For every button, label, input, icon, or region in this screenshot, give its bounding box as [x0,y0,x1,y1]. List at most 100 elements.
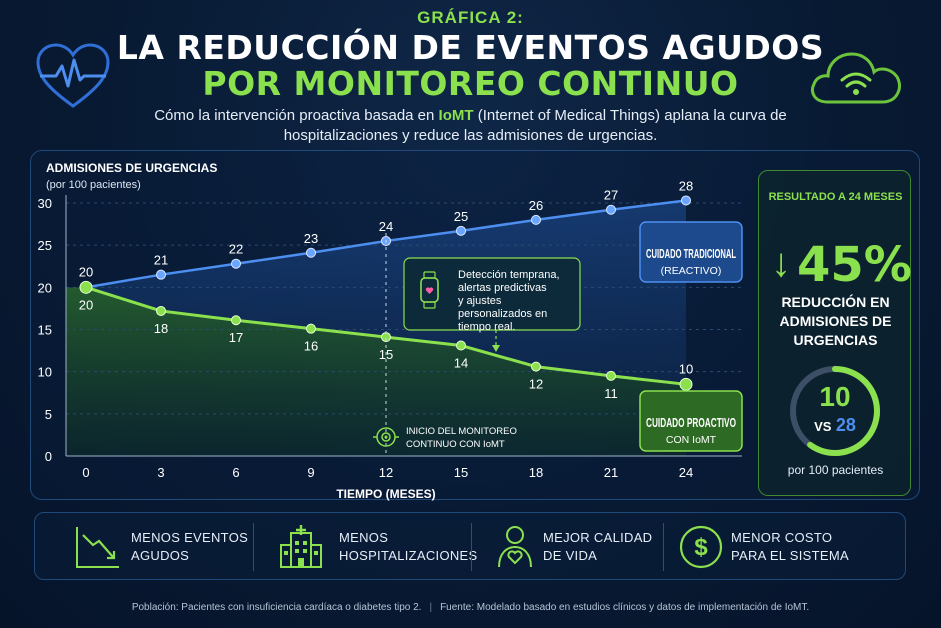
x-axis-title: TIEMPO (MESES) [336,487,435,501]
data-label-traditional: 20 [79,264,93,279]
legend-traditional-sub: (REACTIVO) [661,265,722,277]
chart-subtitle: Cómo la intervención proactiva basada en… [140,106,801,146]
callout-text-line: alertas predictivas [458,282,547,294]
result-footnote: por 100 pacientes [787,463,884,477]
ring-vs-label: VS [814,419,832,434]
point-proactive [679,377,693,391]
point-traditional [306,247,316,258]
data-label-proactive: 17 [229,330,243,345]
dollar-icon: $ [679,525,723,569]
data-label-traditional: 25 [454,209,468,224]
point-traditional [231,258,241,269]
data-label-proactive: 18 [154,321,168,336]
benefit-divider [253,523,254,571]
data-label-traditional: 21 [154,253,168,268]
line-chart: ADMISIONES DE URGENCIAS (por 100 pacient… [38,178,743,501]
benefit-lower-cost: $ MENOR COSTO PARA EL SISTEMA [677,513,877,581]
benefit-3-line1: MEJOR CALIDAD [543,530,653,545]
x-tick-label: 3 [157,465,164,480]
data-label-traditional: 23 [304,231,318,246]
benefit-1-line2: AGUDOS [131,548,190,563]
footer-source: Fuente: Modelado basado en estudios clín… [440,602,810,613]
target-icon-inner [381,432,391,442]
x-tick-label: 0 [82,465,89,480]
chart-kicker: GRÁFICA 2: [417,8,524,27]
data-label-proactive: 14 [454,356,468,371]
point-traditional [681,195,691,206]
monitoring-start-label-line2: CONTINUO CON IoMT [406,439,505,450]
point-traditional [531,214,541,225]
monitoring-start-label-line1: INICIO DEL MONITOREO [406,426,517,437]
data-label-traditional: 24 [379,219,393,234]
x-tick-label: 9 [307,465,314,480]
x-tick-label: 6 [232,465,239,480]
benefit-4-line1: MENOR COSTO [731,530,833,545]
person-heart-icon [498,526,532,568]
data-label-traditional: 28 [679,178,693,193]
footer-separator: | [429,602,433,613]
benefits-panel: MENOS EVENTOS AGUDOS MENOS HOSPITALIZACION… [34,512,906,580]
data-label-proactive: 20 [79,297,93,312]
ring-compare: VS 28 [787,415,883,436]
result-desc-line2: ADMISIONES DE [779,313,892,329]
y-tick-label: 25 [38,238,52,253]
legend-proactive: CUIDADO PROACTIVO CON IoMT [639,390,743,452]
area-gap-traditional [66,200,686,385]
y-tick-label: 15 [38,323,52,338]
x-tick-label: 15 [454,465,468,480]
benefit-divider [663,523,664,571]
subtitle-post: (Internet of Medical Things) aplana la c… [283,107,787,144]
benefit-4-line2: PARA EL SISTEMA [731,548,849,563]
target-icon-dot [384,435,388,439]
result-desc-line3: URGENCIAS [793,332,878,348]
result-desc-line1: REDUCCIÓN EN [781,294,890,310]
callout-text-line: y ajustes [458,295,502,307]
callout-text-line: personalizados en [458,308,547,320]
benefit-better-quality: MEJOR CALIDAD DE VIDA [491,513,671,581]
legend-proactive-name: CUIDADO PROACTIVO [646,416,736,430]
heart-pulse-icon [36,43,110,108]
result-panel: RESULTADO A 24 MESES ↓ 45% REDUCCIÓN EN … [758,170,912,496]
benefit-1-line1: MENOS EVENTOS [131,530,249,545]
y-tick-label: 30 [38,196,52,211]
result-description: REDUCCIÓN EN ADMISIONES DE URGENCIAS [759,293,912,350]
data-label-proactive: 16 [304,339,318,354]
benefit-2-line2: HOSPITALIZACIONES [339,548,478,563]
hospital-icon [280,525,322,568]
result-ring [790,366,880,456]
data-label-proactive: 10 [679,361,693,376]
point-proactive [231,315,241,326]
subtitle-pre: Cómo la intervención proactiva basada en [154,107,439,124]
chart-title-line2: POR MONITOREO CONTINUO [202,64,739,103]
point-proactive [156,305,166,316]
benefit-fewer-hospitalizations: MENOS HOSPITALIZACIONES [277,513,477,581]
legend-proactive-sub: CON IoMT [666,434,717,446]
y-tick-label: 5 [45,407,52,422]
callout-text-line: Detección temprana, [458,269,560,281]
benefit-divider [471,523,472,571]
y-tick-label: 10 [38,365,52,380]
point-proactive [531,361,541,372]
footer: Población: Pacientes con insuficiencia c… [0,602,941,613]
callout-box: Detección temprana, alertas predictivas y … [403,257,581,333]
subtitle-highlight: IoMT [438,107,474,124]
benefit-3-line2: DE VIDA [543,548,598,563]
x-tick-label: 12 [379,465,393,480]
x-tick-label: 18 [529,465,543,480]
y-axis-subtitle: (por 100 pacientes) [46,179,141,191]
point-traditional [606,204,616,215]
point-traditional [156,269,166,280]
data-label-proactive: 12 [529,377,543,392]
footer-population: Población: Pacientes con insuficiencia c… [131,602,422,613]
chart-title-line1: LA REDUCCIÓN DE EVENTOS AGUDOS [116,28,825,67]
callout-text: Detección temprana, alertas predictivas y … [458,269,560,333]
data-label-traditional: 26 [529,198,543,213]
result-percent: 45% [797,237,912,293]
svg-text:$: $ [694,534,708,561]
trend-down-icon [76,527,119,568]
result-title: RESULTADO A 24 MESES [768,191,903,203]
data-label-traditional: 27 [604,188,618,203]
data-label-traditional: 22 [229,242,243,257]
ring-value: 10 [819,381,851,412]
x-tick-label: 24 [679,465,693,480]
